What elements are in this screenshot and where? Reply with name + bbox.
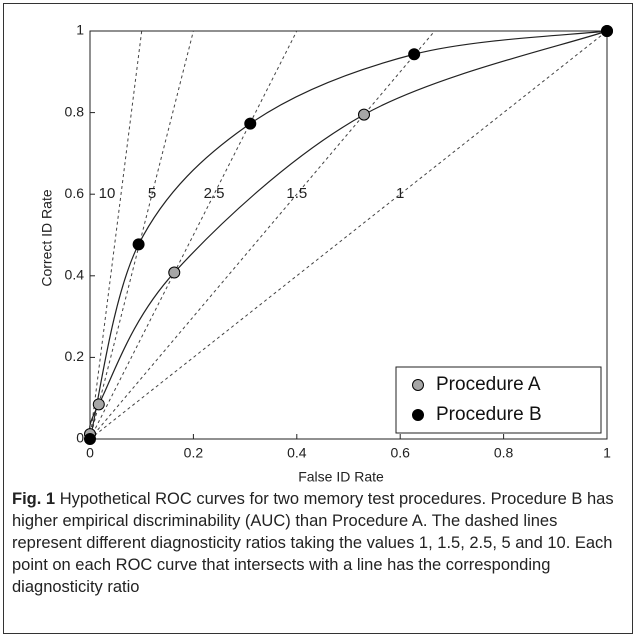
y-axis-label: Correct ID Rate [39, 189, 55, 286]
x-tick-label: 0.6 [390, 445, 410, 461]
point [408, 48, 421, 61]
diagnosticity-line [90, 31, 143, 440]
diagnosticity-lines [90, 31, 608, 440]
point [244, 117, 257, 130]
point [132, 238, 145, 251]
chart: False ID Rate Correct ID Rate 0 0.2 0.4 0.6… [39, 22, 613, 485]
y-tick-label: 0.2 [65, 348, 85, 364]
diagnosticity-line [90, 31, 194, 440]
diagnosticity-label: 2.5 [204, 185, 225, 202]
point [168, 266, 181, 279]
legend-label: Procedure A [436, 374, 541, 395]
y-tick-label: 0.6 [65, 185, 85, 201]
y-tick-label: 0 [76, 430, 84, 446]
diagnosticity-label: 1 [396, 185, 404, 202]
point [84, 433, 96, 445]
caption-text: Hypothetical ROC curves for two memory t… [12, 490, 614, 596]
caption-label: Fig. 1 [12, 490, 56, 508]
legend-marker [412, 409, 424, 421]
diagnosticity-label: 5 [148, 185, 156, 202]
x-axis-label: False ID Rate [298, 469, 384, 484]
point [601, 25, 613, 37]
y-tick-label: 0.8 [65, 103, 85, 119]
x-tick-label: 0 [86, 445, 94, 461]
point [92, 398, 105, 411]
diagnosticity-label: 1.5 [286, 185, 307, 202]
plot-frame [89, 30, 608, 440]
x-tick-label: 0.8 [494, 445, 514, 461]
x-tick-label: 0.2 [184, 445, 204, 461]
y-tick-label: 0.4 [65, 267, 85, 283]
x-tick-label: 1 [603, 445, 611, 461]
point [358, 108, 371, 121]
y-tick-label: 1 [76, 22, 84, 38]
legend-box [395, 366, 602, 434]
figure: False ID Rate Correct ID Rate 0 0.2 0.4 0.6… [3, 3, 633, 634]
x-tick-label: 0.4 [287, 445, 307, 461]
diagnosticity-line [90, 31, 608, 440]
diagnosticity-line [90, 31, 298, 440]
diagnosticity-label: 10 [99, 185, 116, 202]
diagnosticity-line [90, 31, 436, 440]
legend-label: Procedure B [436, 404, 542, 425]
legend-marker [412, 379, 424, 391]
caption: Fig. 1 Hypothetical ROC curves for two m… [12, 488, 624, 598]
